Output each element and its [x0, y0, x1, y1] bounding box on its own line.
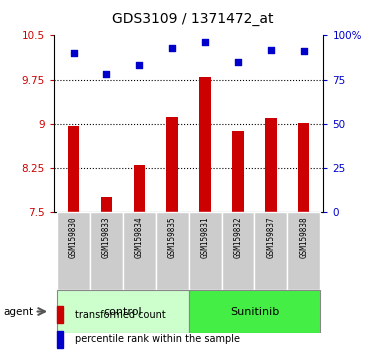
Bar: [254, 212, 287, 290]
Point: [301, 48, 307, 54]
Text: percentile rank within the sample: percentile rank within the sample: [75, 334, 241, 344]
Bar: [189, 212, 221, 290]
Bar: [57, 290, 189, 333]
Text: Sunitinib: Sunitinib: [230, 307, 279, 316]
Bar: [199, 77, 211, 212]
Bar: [265, 118, 276, 212]
Point: [104, 72, 110, 77]
Bar: [156, 212, 189, 290]
Text: control: control: [104, 307, 142, 316]
Bar: [232, 131, 244, 212]
Text: GSM159830: GSM159830: [69, 216, 78, 258]
Bar: [101, 197, 112, 212]
Text: GDS3109 / 1371472_at: GDS3109 / 1371472_at: [112, 12, 273, 27]
Text: GSM159838: GSM159838: [299, 216, 308, 258]
Point: [169, 45, 175, 51]
Text: GSM159832: GSM159832: [233, 216, 243, 258]
Bar: [90, 212, 123, 290]
Text: transformed count: transformed count: [75, 310, 166, 320]
Point: [202, 40, 208, 45]
Bar: [189, 290, 320, 333]
Point: [70, 50, 77, 56]
Bar: [166, 117, 178, 212]
Bar: [57, 306, 63, 323]
Bar: [298, 123, 310, 212]
Point: [136, 63, 142, 68]
Point: [268, 47, 274, 52]
Bar: [57, 212, 90, 290]
Bar: [287, 212, 320, 290]
Text: agent: agent: [4, 307, 34, 316]
Text: GSM159837: GSM159837: [266, 216, 275, 258]
Bar: [134, 165, 145, 212]
Bar: [123, 212, 156, 290]
Bar: [57, 331, 63, 348]
Bar: [68, 126, 79, 212]
Text: GSM159834: GSM159834: [135, 216, 144, 258]
Text: GSM159833: GSM159833: [102, 216, 111, 258]
Text: GSM159835: GSM159835: [168, 216, 177, 258]
Point: [235, 59, 241, 65]
Bar: [221, 212, 254, 290]
Text: GSM159831: GSM159831: [201, 216, 209, 258]
